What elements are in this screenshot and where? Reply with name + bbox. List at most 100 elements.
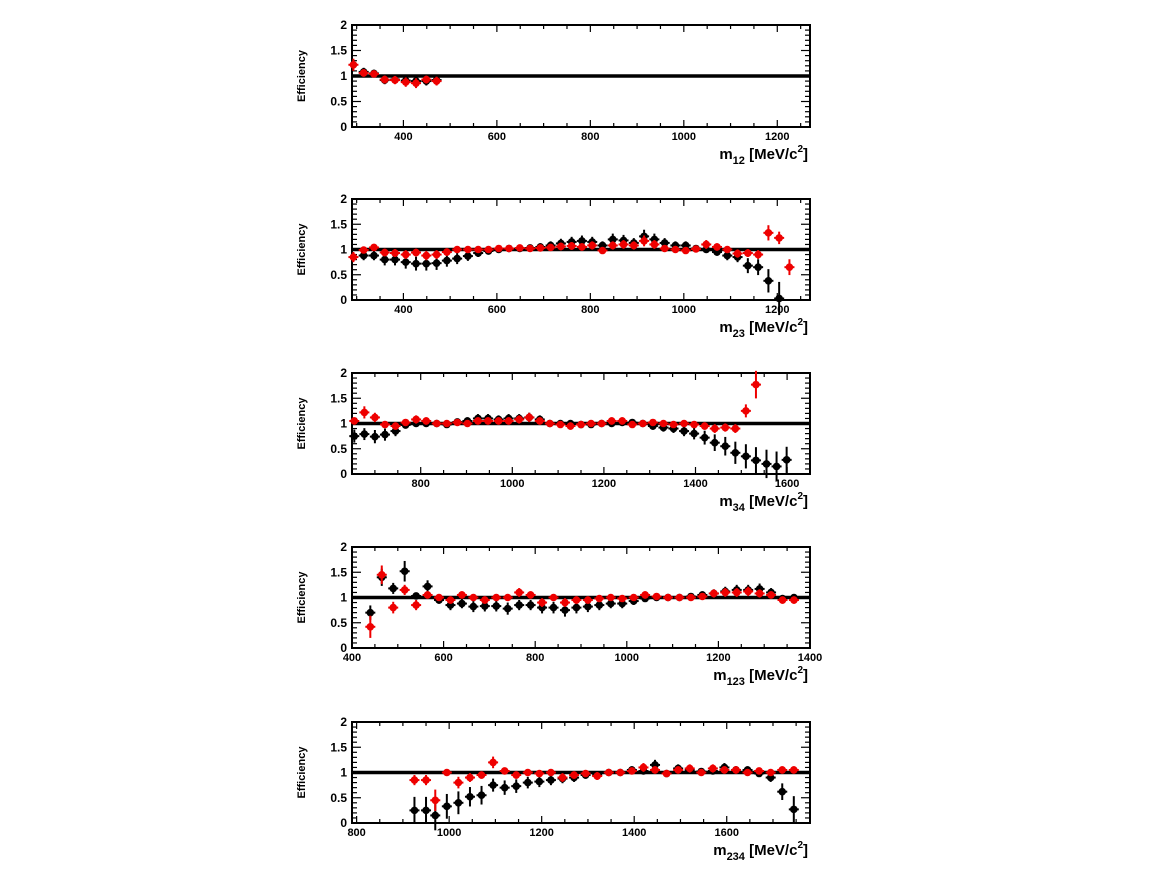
data-point bbox=[452, 245, 463, 254]
y-axis-label: Efficiency bbox=[296, 397, 308, 450]
data-point bbox=[754, 767, 765, 775]
data-point bbox=[750, 447, 761, 474]
data-point bbox=[618, 240, 629, 249]
data-point bbox=[409, 774, 420, 786]
y-tick-label: 0.5 bbox=[330, 791, 347, 805]
x-tick-label: 1200 bbox=[706, 652, 730, 664]
data-point bbox=[511, 779, 522, 793]
x-tick-label: 800 bbox=[581, 304, 599, 316]
data-point bbox=[603, 768, 614, 777]
data-point bbox=[592, 772, 603, 781]
data-point bbox=[390, 422, 401, 430]
x-tick-label: 1200 bbox=[529, 827, 553, 839]
x-axis-label: m234 [MeV/c2] bbox=[713, 840, 808, 863]
data-point bbox=[607, 241, 618, 250]
data-point bbox=[765, 768, 776, 777]
data-point bbox=[534, 769, 545, 778]
data-point bbox=[722, 245, 733, 254]
data-point bbox=[514, 599, 525, 611]
data-point bbox=[680, 246, 691, 255]
data-point bbox=[668, 420, 679, 429]
data-point bbox=[777, 766, 788, 774]
data-point bbox=[502, 602, 513, 615]
data-series-2 bbox=[348, 58, 442, 89]
data-point bbox=[628, 241, 639, 250]
data-point bbox=[626, 767, 637, 775]
data-point bbox=[617, 594, 628, 603]
data-point bbox=[472, 417, 483, 425]
data-point bbox=[349, 417, 360, 425]
y-tick-label: 1 bbox=[340, 417, 347, 431]
data-point bbox=[483, 245, 494, 254]
data-point bbox=[389, 249, 400, 258]
data-point bbox=[640, 591, 651, 599]
data-point bbox=[559, 598, 570, 607]
data-point bbox=[637, 419, 648, 428]
data-point bbox=[441, 248, 452, 256]
data-point bbox=[569, 771, 580, 779]
data-point bbox=[771, 451, 782, 482]
data-point bbox=[731, 588, 742, 597]
data-point bbox=[453, 791, 464, 815]
data-point bbox=[701, 240, 712, 249]
data-point bbox=[525, 599, 536, 611]
data-point bbox=[514, 415, 525, 424]
data-point bbox=[548, 601, 559, 614]
x-tick-label: 1400 bbox=[798, 652, 822, 664]
data-point bbox=[605, 593, 616, 602]
data-point bbox=[784, 259, 795, 276]
data-point bbox=[379, 248, 390, 257]
data-point bbox=[670, 245, 681, 254]
data-point bbox=[659, 244, 670, 253]
y-tick-label: 0 bbox=[340, 816, 347, 830]
data-point bbox=[400, 77, 411, 87]
data-point bbox=[639, 235, 650, 247]
data-point bbox=[708, 589, 719, 598]
data-point bbox=[777, 596, 788, 604]
data-point bbox=[720, 436, 731, 456]
data-point bbox=[565, 422, 576, 430]
data-series-2 bbox=[365, 565, 799, 638]
data-point bbox=[740, 404, 751, 418]
data-point bbox=[369, 429, 380, 444]
data-point bbox=[421, 774, 432, 786]
efficiency-panel-5: 800 1000 1200 1400 1600 0 0.5 1 1.5 2 Efficiency m2… bbox=[296, 715, 811, 863]
data-point bbox=[730, 424, 741, 433]
data-point bbox=[376, 565, 387, 585]
data-point bbox=[358, 69, 369, 77]
y-tick-label: 2 bbox=[340, 540, 347, 554]
data-point bbox=[421, 75, 432, 84]
x-tick-label: 1200 bbox=[765, 304, 789, 316]
data-point bbox=[491, 593, 502, 602]
x-tick-label: 600 bbox=[434, 652, 452, 664]
data-point bbox=[514, 244, 525, 252]
x-tick-label: 800 bbox=[581, 131, 599, 143]
data-series-2 bbox=[349, 370, 761, 433]
data-point bbox=[566, 241, 577, 250]
data-point bbox=[788, 596, 799, 604]
x-tick-label: 1400 bbox=[683, 478, 707, 490]
data-point bbox=[720, 423, 731, 432]
data-point bbox=[422, 580, 433, 593]
data-point bbox=[379, 428, 390, 441]
data-point bbox=[754, 589, 765, 598]
data-point bbox=[499, 767, 510, 775]
efficiency-panel-3: 800 1000 1200 1400 1600 0 0.5 1 1.5 2 Efficiency m3… bbox=[296, 366, 811, 514]
y-axis-label: Efficiency bbox=[296, 223, 308, 276]
data-point bbox=[462, 419, 473, 428]
data-point bbox=[400, 250, 411, 259]
data-point bbox=[524, 412, 535, 423]
data-point bbox=[649, 240, 660, 249]
data-point bbox=[582, 596, 593, 604]
y-tick-label: 2 bbox=[340, 192, 347, 206]
data-point bbox=[545, 243, 556, 252]
y-tick-label: 1 bbox=[340, 766, 347, 780]
data-series-2 bbox=[409, 756, 799, 811]
data-point bbox=[537, 598, 548, 607]
data-point bbox=[441, 419, 452, 428]
data-point bbox=[742, 768, 753, 777]
data-point bbox=[743, 586, 754, 597]
y-tick-label: 0 bbox=[340, 467, 347, 481]
data-point bbox=[388, 582, 399, 594]
data-point bbox=[605, 598, 616, 609]
